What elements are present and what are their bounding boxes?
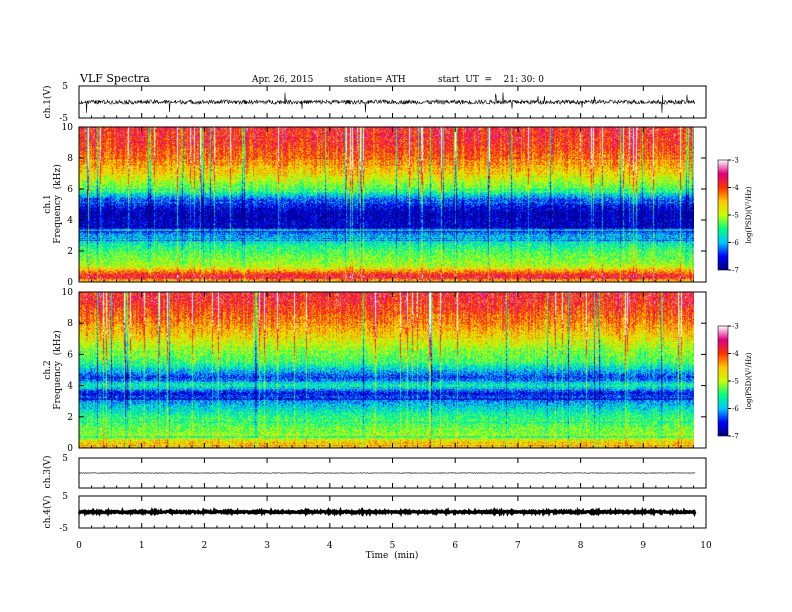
ch2-colorbar-tick-label--7: -7 (732, 433, 739, 441)
ch1-spectrogram-ytick-label-0: 0 (67, 278, 73, 288)
ch2-spectrogram-ytick-label-4: 4 (67, 382, 73, 392)
figure-title: VLF Spectra (79, 72, 150, 85)
ch1-colorbar-ticks: -3 -4 -5 -6 -7 (728, 157, 739, 275)
ch2-channel-label: ch.2 (43, 360, 53, 379)
ch1-channel-label: ch.1 (43, 194, 53, 213)
ch2-colorbar (717, 325, 729, 437)
ch1-colorbar-label: log(PSD)(V²/Hz) (745, 186, 753, 243)
date-label: Apr. 26, 2015 (251, 75, 314, 85)
time-axis-label: Time (min) (366, 550, 419, 561)
ch1-spectrogram-ytick-label-8: 8 (67, 154, 73, 164)
time-tick-label-10: 10 (700, 541, 712, 551)
ch2-spectrogram-image (79, 292, 694, 448)
ch3-ytick-5: 5 (62, 454, 68, 464)
ch2-spectrogram-ytick-label-2: 2 (67, 413, 73, 423)
ch4-ytick-5: 5 (62, 492, 68, 502)
time-tick-label-9: 9 (640, 541, 646, 551)
time-tick-label-5: 5 (390, 541, 396, 551)
ch2-frequency-label: Frequency (kHz) (52, 330, 63, 409)
ch1-spectrogram-ytick-label-2: 2 (67, 247, 73, 257)
time-tick-label-6: 6 (452, 541, 458, 551)
time-tick-label-1: 1 (139, 541, 145, 551)
ch3-waveform-trace (78, 472, 696, 474)
time-axis-ticks (78, 86, 707, 528)
ch2-colorbar-tick-label--6: -6 (732, 405, 739, 413)
ch1-spectrogram-blank (694, 127, 706, 282)
ch1-colorbar-tick-label--6: -6 (732, 239, 739, 247)
ch2-spectrogram-ytick-label-8: 8 (67, 319, 73, 329)
ch1-spectrogram-yticks: 0 2 4 6 8 10 (62, 123, 706, 288)
ch1-waveform-trace (78, 92, 696, 113)
ch1-colorbar-tick-label--7: -7 (732, 267, 739, 275)
ch1-colorbar-tick-label--5: -5 (732, 212, 739, 220)
start-time-label: start UT = 21: 30: 0 (438, 75, 544, 85)
time-tick-label-4: 4 (327, 541, 333, 551)
ch4-waveform-trace (77, 506, 697, 518)
ch1-colorbar-tick-label--4: -4 (732, 184, 739, 192)
time-tick-label-3: 3 (264, 541, 270, 551)
ch2-colorbar-ticks: -3 -4 -5 -6 -7 (728, 323, 739, 441)
ch1-frequency-label: Frequency (kHz) (52, 164, 63, 243)
ch3-ylabel: ch.3(V) (42, 456, 53, 489)
ch1-ytick-5: 5 (62, 82, 68, 92)
ch2-colorbar-tick-label--4: -4 (732, 350, 739, 358)
time-tick-label-8: 8 (578, 541, 584, 551)
ch1-ylabel: ch.1(V) (42, 86, 53, 119)
ch2-spectrogram-ytick-label-10: 10 (62, 288, 74, 298)
ch1-colorbar (717, 159, 729, 271)
ch2-colorbar-tick-label--5: -5 (732, 378, 739, 386)
time-tick-label-0: 0 (76, 541, 82, 551)
ch2-spectrogram-yticks: 0 2 4 6 8 10 (62, 288, 706, 454)
ch1-spectrogram-ytick-label-10: 10 (62, 123, 74, 133)
ch1-colorbar-tick-label--3: -3 (732, 157, 739, 165)
ch1-spectrogram-image (79, 127, 694, 282)
time-tick-label-2: 2 (202, 541, 208, 551)
ch1-spectrogram-ytick-label-6: 6 (67, 185, 73, 195)
time-axis-tick-labels: 0 1 2 3 4 5 6 7 8 9 10 (76, 541, 712, 551)
ch2-spectrogram-ytick-label-6: 6 (67, 350, 73, 360)
ch1-spectrogram-ytick-label-4: 4 (67, 216, 73, 226)
ch2-spectrogram-blank (694, 292, 706, 448)
ch2-colorbar-label: log(PSD)(V²/Hz) (745, 352, 753, 409)
ch4-ylabel: ch.4(V) (42, 496, 53, 529)
station-label: station= ATH (344, 75, 406, 85)
ch4-ytick-neg5: -5 (59, 524, 68, 534)
ch2-colorbar-tick-label--3: -3 (732, 323, 739, 331)
ch2-spectrogram-ytick-label-0: 0 (67, 444, 73, 454)
ch1-ytick-neg5: -5 (59, 114, 68, 124)
time-tick-label-7: 7 (515, 541, 521, 551)
